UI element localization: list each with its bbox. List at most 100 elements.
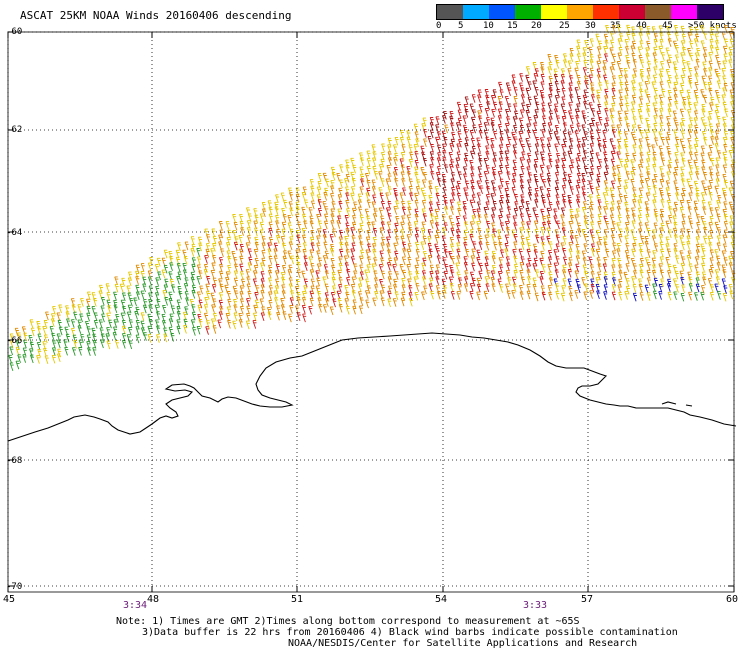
wind-barb — [462, 206, 467, 215]
wind-barb — [393, 157, 398, 166]
wind-barb — [122, 305, 127, 315]
colorbar-label: 5 — [458, 21, 464, 31]
wind-barb — [589, 67, 594, 77]
wind-barb — [646, 143, 651, 153]
wind-barb — [322, 276, 327, 286]
wind-barb — [604, 187, 609, 197]
wind-barb — [406, 136, 411, 146]
wind-barb — [324, 250, 329, 260]
wind-barb — [612, 172, 617, 182]
wind-barb — [238, 234, 243, 244]
wind-barb — [51, 354, 56, 364]
wind-barb — [603, 45, 608, 55]
wind-barb — [512, 116, 517, 125]
wind-barb — [387, 173, 392, 183]
wind-barb — [504, 220, 509, 230]
wind-barb — [654, 213, 659, 222]
wind-barb — [546, 214, 551, 224]
wind-barb — [722, 173, 727, 183]
wind-barb — [534, 178, 539, 188]
wind-barb — [392, 144, 397, 153]
wind-barb — [637, 46, 642, 56]
wind-barb — [366, 256, 371, 266]
wind-barb — [435, 270, 440, 280]
wind-barb — [673, 243, 678, 252]
wind-barb — [651, 179, 656, 188]
wind-barb — [121, 340, 126, 349]
wind-barb — [541, 102, 546, 112]
wind-barb — [72, 334, 77, 344]
wind-barb — [471, 194, 476, 204]
wind-barb — [441, 235, 446, 245]
wind-barb — [541, 264, 546, 273]
wind-barb — [511, 187, 516, 196]
wind-barb — [644, 81, 649, 90]
wind-barb — [469, 290, 474, 300]
wind-barb — [617, 284, 622, 294]
wind-barb — [590, 82, 595, 92]
wind-barb — [296, 297, 301, 306]
wind-barb — [687, 215, 692, 225]
wind-barb — [227, 298, 232, 308]
wind-barb — [140, 327, 145, 336]
wind-barb — [679, 89, 684, 99]
wind-barb — [596, 60, 601, 70]
wind-barb — [603, 291, 608, 300]
wind-barb — [143, 299, 148, 308]
colorbar-swatch — [437, 5, 463, 19]
wind-barb — [435, 229, 440, 239]
wind-barb — [686, 89, 691, 99]
wind-barb — [365, 299, 370, 309]
wind-barb — [233, 277, 238, 287]
wind-barb — [717, 195, 722, 204]
colorbar-label: 10 — [483, 21, 494, 31]
wind-barb — [722, 151, 727, 161]
wind-barb — [722, 243, 727, 253]
wind-barb — [443, 249, 448, 258]
wind-barb — [723, 257, 728, 266]
wind-barb — [645, 53, 650, 62]
wind-barb — [624, 158, 629, 168]
wind-barb — [520, 185, 525, 194]
wind-barb — [547, 137, 552, 147]
wind-barb — [644, 235, 649, 245]
wind-barb — [576, 39, 581, 49]
wind-barb — [357, 193, 362, 203]
wind-barb — [407, 256, 412, 266]
wind-barb — [448, 250, 453, 260]
wind-barb — [506, 206, 511, 216]
wind-barb — [638, 243, 643, 252]
wind-barb — [154, 264, 159, 273]
wind-barb — [297, 221, 302, 231]
wind-barb — [450, 255, 455, 265]
wind-barb — [77, 325, 82, 334]
wind-barb — [556, 136, 561, 146]
wind-barb — [672, 61, 677, 71]
wind-barb — [555, 234, 560, 244]
wind-barb — [693, 143, 698, 153]
wind-barb — [519, 213, 524, 223]
wind-barb — [379, 192, 384, 202]
wind-barb — [345, 173, 350, 183]
wind-barb — [686, 235, 691, 245]
wind-barb — [576, 179, 581, 189]
wind-barb — [281, 242, 286, 252]
wind-barb — [527, 96, 532, 106]
wind-barb — [441, 227, 446, 236]
wind-barb — [519, 73, 524, 82]
wind-barb — [135, 291, 140, 301]
wind-barb — [596, 74, 601, 84]
wind-barb — [666, 122, 671, 132]
wind-barb — [456, 193, 461, 202]
wind-barb — [667, 270, 672, 279]
wind-barb — [674, 122, 679, 131]
wind-barb — [582, 257, 587, 267]
wind-barb — [688, 283, 693, 292]
wind-barb — [301, 270, 306, 280]
wind-barb — [652, 164, 657, 173]
wind-barb — [421, 179, 426, 189]
wind-barb — [611, 250, 616, 260]
wind-barb — [408, 178, 413, 188]
wind-barb — [233, 221, 238, 231]
wind-barb — [360, 157, 365, 167]
